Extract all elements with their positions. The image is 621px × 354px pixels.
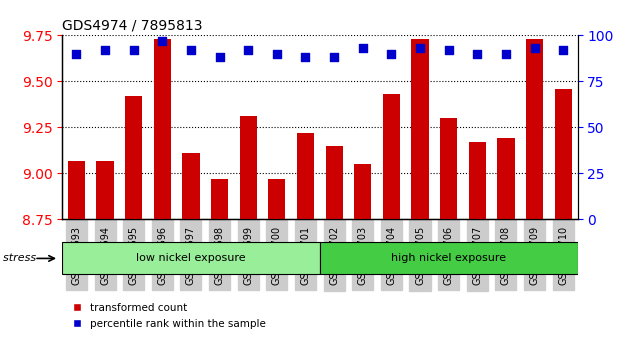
Bar [268, 179, 286, 219]
Bar [383, 94, 400, 219]
Point [530, 45, 540, 51]
Point [129, 47, 138, 53]
Bar [412, 39, 428, 219]
Bar [497, 138, 515, 219]
Text: GDS4974 / 7895813: GDS4974 / 7895813 [62, 19, 202, 33]
Point [215, 55, 225, 60]
Bar [154, 39, 171, 219]
FancyBboxPatch shape [62, 242, 320, 274]
FancyBboxPatch shape [320, 242, 578, 274]
Bar [354, 164, 371, 219]
Point [415, 45, 425, 51]
Point [157, 38, 167, 44]
Bar [240, 116, 257, 219]
Point [443, 47, 453, 53]
Point [301, 55, 310, 60]
Point [272, 51, 282, 57]
Bar [96, 161, 114, 219]
Text: high nickel exposure: high nickel exposure [391, 253, 506, 263]
Bar [68, 161, 85, 219]
Bar [125, 96, 142, 219]
Bar [469, 142, 486, 219]
Point [558, 47, 568, 53]
Bar [325, 146, 343, 219]
Point [473, 51, 483, 57]
Text: stress: stress [3, 253, 40, 263]
Text: low nickel exposure: low nickel exposure [136, 253, 246, 263]
Point [501, 51, 511, 57]
Point [386, 51, 396, 57]
Legend: transformed count, percentile rank within the sample: transformed count, percentile rank withi… [67, 299, 270, 333]
Bar [555, 89, 572, 219]
Bar [211, 179, 228, 219]
Bar [297, 133, 314, 219]
Point [186, 47, 196, 53]
Bar [440, 118, 457, 219]
Point [329, 55, 339, 60]
Bar [526, 39, 543, 219]
Point [243, 47, 253, 53]
Bar [183, 153, 199, 219]
Point [100, 47, 110, 53]
Point [71, 51, 81, 57]
Point [358, 45, 368, 51]
